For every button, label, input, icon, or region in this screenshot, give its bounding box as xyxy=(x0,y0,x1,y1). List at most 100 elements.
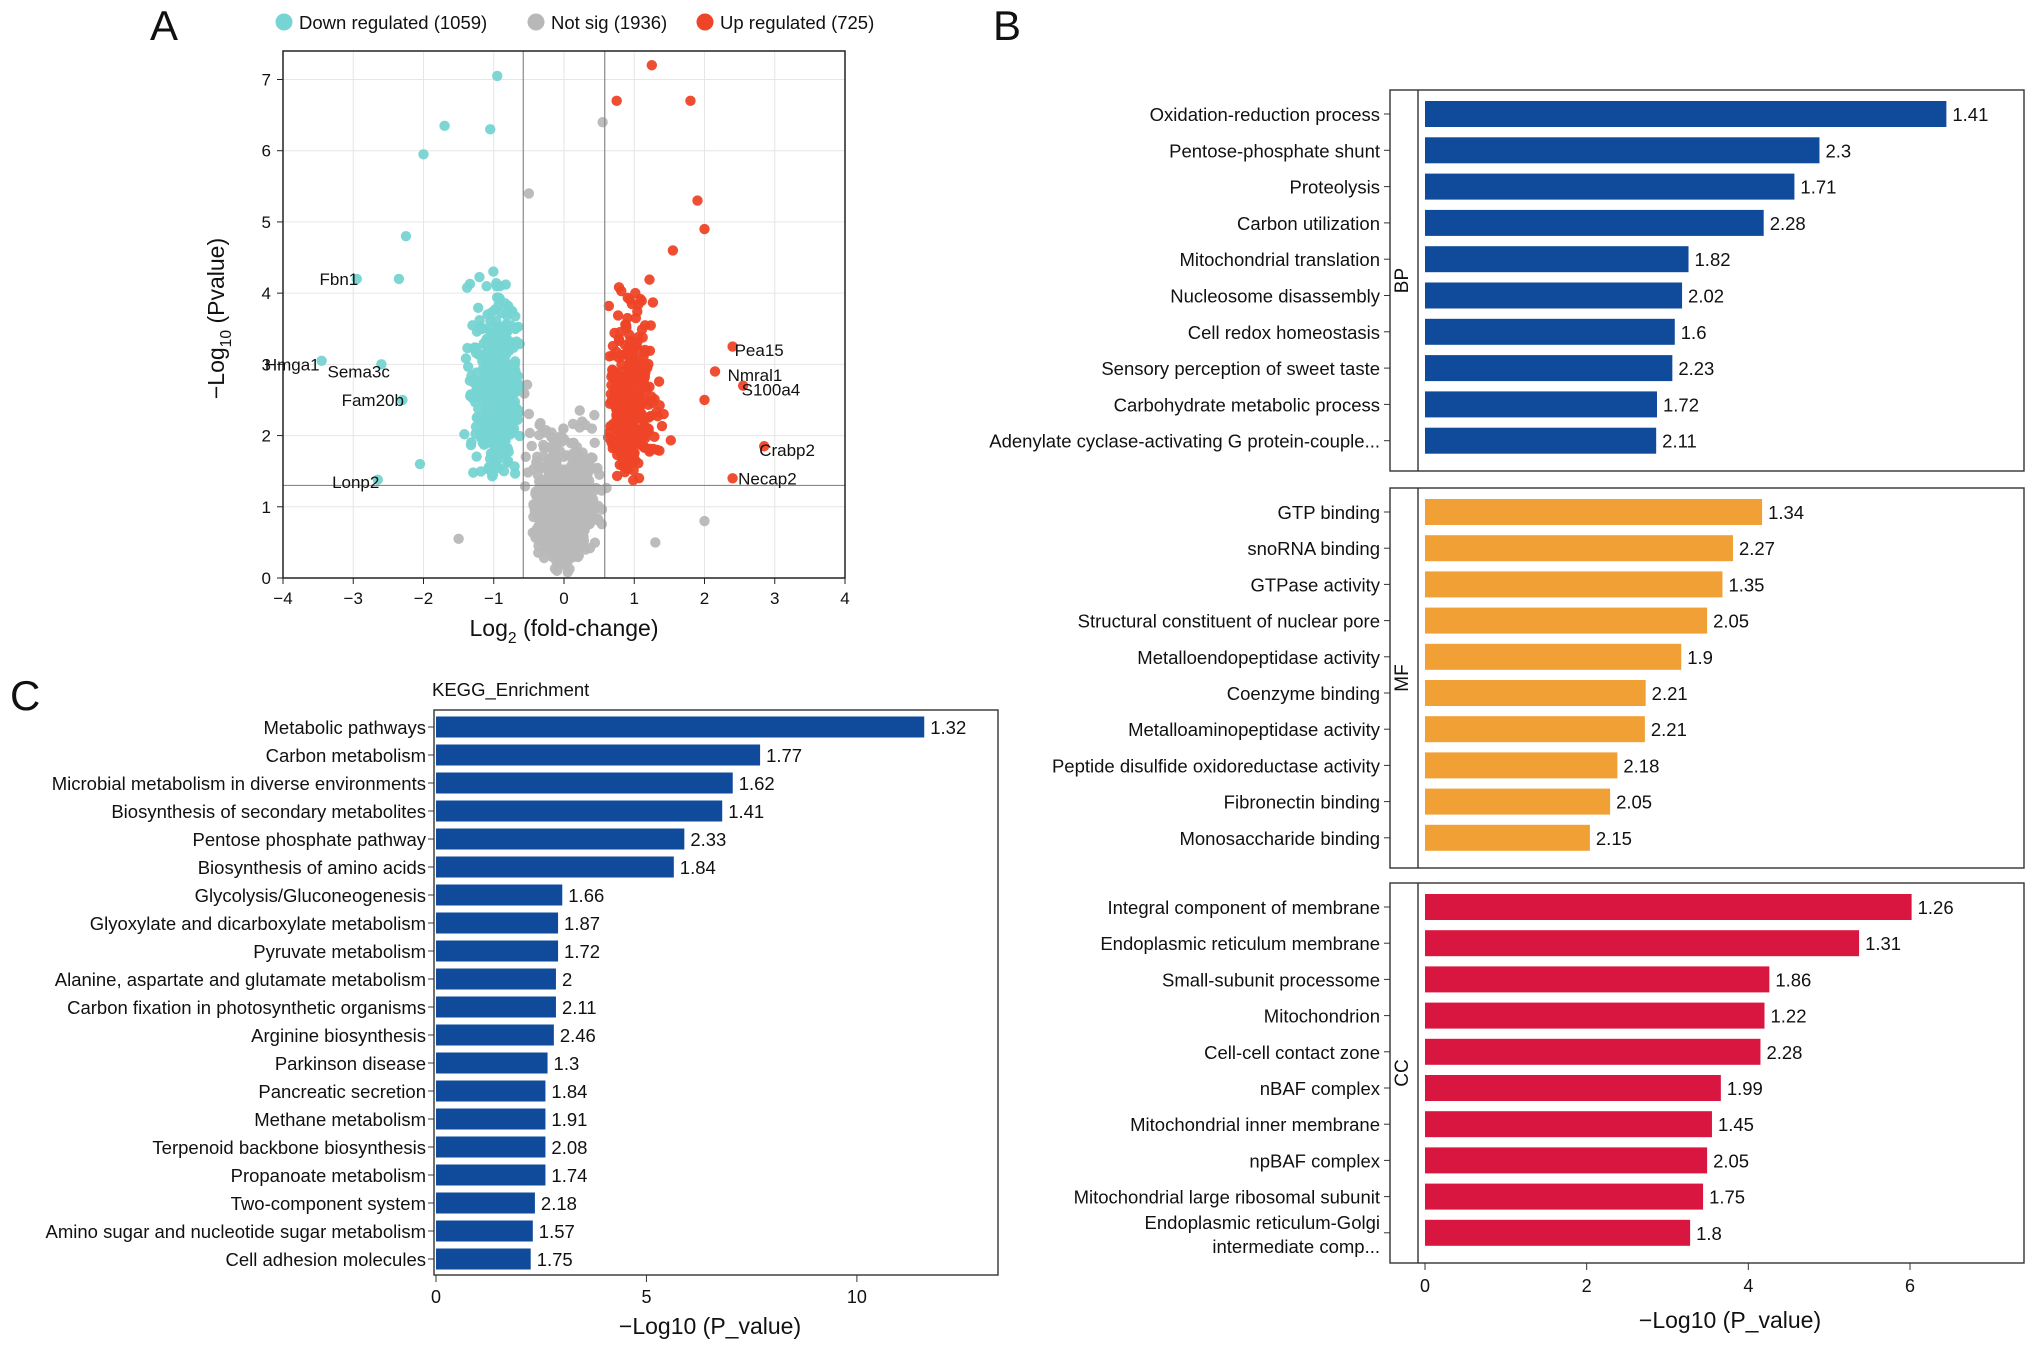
go-term-label: Metalloaminopeptidase activity xyxy=(1128,719,1381,740)
volcano-point-down xyxy=(475,391,487,403)
volcano-point-down xyxy=(507,376,518,388)
kegg-bar-value-label: 1.41 xyxy=(728,801,764,822)
volcano-point-down xyxy=(482,309,493,320)
volcano-point-notsig xyxy=(557,477,568,489)
go-bar xyxy=(1425,1075,1721,1101)
kegg-bar xyxy=(436,1164,546,1186)
volcano-point-down xyxy=(509,416,520,427)
kegg-bar-value-label: 1.66 xyxy=(568,885,604,906)
kegg-term-label: Two-component system xyxy=(231,1193,426,1214)
go-bar-value-label: 2.3 xyxy=(1825,140,1851,161)
go-bar xyxy=(1425,209,1764,236)
volcano-point-up xyxy=(628,377,640,388)
volcano-point-up xyxy=(622,292,633,304)
x-tick-label: 1 xyxy=(630,589,639,608)
volcano-point-notsig xyxy=(524,427,536,439)
volcano-point-notsig xyxy=(580,456,592,467)
volcano-point-notsig xyxy=(567,538,578,550)
legend-marker-down xyxy=(275,13,293,31)
kegg-term-label: Biosynthesis of secondary metabolites xyxy=(111,801,426,822)
volcano-point-down xyxy=(496,334,507,345)
kegg-bar xyxy=(436,1136,546,1158)
volcano-point-notsig xyxy=(583,499,595,511)
kegg-bar-value-label: 2.11 xyxy=(562,997,597,1018)
x-tick-label: 4 xyxy=(840,589,849,608)
go-bar-value-label: 2.05 xyxy=(1713,1150,1749,1171)
volcano-point-down xyxy=(472,403,484,414)
volcano-point-down xyxy=(397,394,408,406)
go-bar-value-label: 2.15 xyxy=(1596,828,1632,849)
volcano-point-up xyxy=(656,420,668,432)
kegg-bar-value-label: 2 xyxy=(562,969,572,990)
volcano-point-up xyxy=(665,435,677,446)
volcano-point-down xyxy=(486,393,498,405)
volcano-plot: −4 −3 −2 −1 0 1 2 3 4 0 1 2 3 4 5 6 7 Log2 (fold-change) −… xyxy=(203,12,874,647)
volcano-point-down xyxy=(492,70,503,82)
go-group-label: BP xyxy=(1392,268,1413,293)
go-bar xyxy=(1425,824,1590,851)
volcano-point-up xyxy=(625,400,637,412)
go-bar-value-label: 2.28 xyxy=(1766,1042,1802,1063)
kegg-x-tick-label: 0 xyxy=(431,1287,441,1307)
go-bar-value-label: 1.9 xyxy=(1687,647,1713,668)
kegg-x-tick-label: 10 xyxy=(847,1287,867,1307)
go-x-axis-title: −Log10 (P_value) xyxy=(1639,1307,1821,1333)
legend-marker-up xyxy=(696,13,714,31)
kegg-bar-value-label: 1.84 xyxy=(551,1081,587,1102)
volcano-point-down xyxy=(400,230,412,242)
go-bar xyxy=(1425,246,1689,273)
kegg-term-label: Glycolysis/Gluconeogenesis xyxy=(195,885,426,906)
volcano-point-notsig xyxy=(520,451,531,463)
volcano-point-notsig xyxy=(522,467,534,478)
go-x-tick-label: 4 xyxy=(1743,1276,1753,1296)
go-term-label: Pentose-phosphate shunt xyxy=(1169,140,1380,161)
go-bar-value-label: 2.05 xyxy=(1713,611,1749,632)
kegg-term-label: Propanoate metabolism xyxy=(231,1165,426,1186)
go-term-label: Endoplasmic reticulum membrane xyxy=(1100,933,1380,954)
volcano-point-notsig xyxy=(556,506,567,518)
kegg-bar-value-label: 1.32 xyxy=(930,717,966,738)
go-term-label: nBAF complex xyxy=(1260,1078,1381,1099)
go-bar xyxy=(1425,318,1675,345)
volcano-point-up xyxy=(645,320,656,331)
volcano-point-up xyxy=(618,383,629,394)
go-term-label: Fibronectin binding xyxy=(1224,792,1380,813)
volcano-point-up xyxy=(692,195,703,206)
volcano-point-notsig xyxy=(574,405,585,416)
x-axis-title: Log2 (fold-change) xyxy=(470,615,659,647)
kegg-term-label: Parkinson disease xyxy=(275,1053,426,1074)
gene-label: Fam20b xyxy=(342,391,404,410)
kegg-x-axis-title: −Log10 (P_value) xyxy=(619,1313,801,1339)
go-bar-value-label: 1.99 xyxy=(1727,1078,1763,1099)
kegg-bar xyxy=(436,1220,533,1242)
volcano-point-down xyxy=(393,273,405,285)
y-tick-label: 5 xyxy=(262,213,271,232)
kegg-term-label: Pentose phosphate pathway xyxy=(193,829,427,850)
volcano-point-notsig xyxy=(551,565,563,577)
volcano-point-down xyxy=(474,314,485,326)
volcano-point-up xyxy=(667,245,679,256)
volcano-point-up xyxy=(619,444,630,455)
kegg-term-label: Alanine, aspartate and glutamate metabol… xyxy=(55,969,426,990)
x-tick-label: 2 xyxy=(700,589,709,608)
volcano-point-notsig xyxy=(589,409,600,421)
kegg-bar-value-label: 1.74 xyxy=(551,1165,587,1186)
volcano-point-down xyxy=(472,411,483,423)
volcano-point-up xyxy=(644,274,655,285)
volcano-point-up xyxy=(604,398,616,409)
go-term-label: Oxidation-reduction process xyxy=(1150,104,1380,125)
volcano-point-up xyxy=(611,367,622,379)
gene-label: Sema3c xyxy=(328,362,391,381)
volcano-point-notsig xyxy=(532,502,543,514)
volcano-point-up xyxy=(658,408,669,420)
volcano-point-notsig xyxy=(559,558,571,569)
panel-letter-c: C xyxy=(10,672,40,719)
volcano-point-down xyxy=(465,439,477,451)
x-tick-label: −4 xyxy=(273,589,292,608)
gene-label: S100a4 xyxy=(742,380,801,399)
kegg-bar-value-label: 2.46 xyxy=(560,1025,596,1046)
go-bar-value-label: 1.26 xyxy=(1918,897,1954,918)
volcano-point-up xyxy=(621,322,632,334)
y-tick-label: 7 xyxy=(262,70,271,89)
volcano-point-down xyxy=(376,359,387,370)
